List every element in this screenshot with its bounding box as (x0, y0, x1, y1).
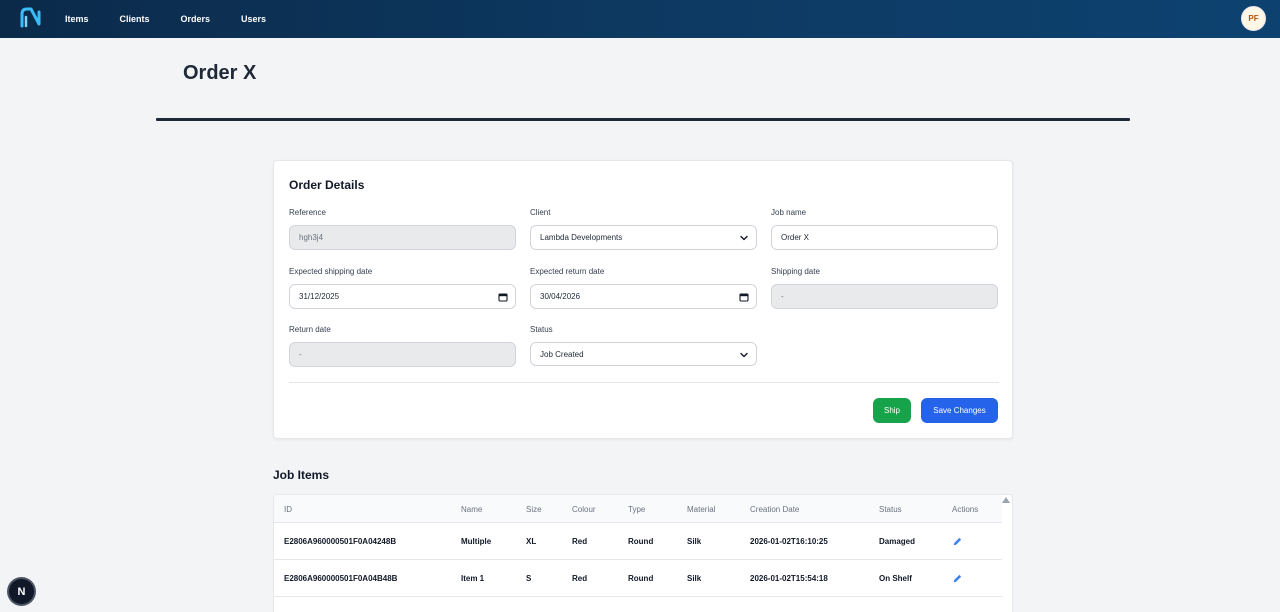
ship-button[interactable]: Ship (873, 398, 911, 423)
table-row[interactable]: E2806A960000501F0A04248B Multiple XL Red… (274, 523, 1002, 560)
client-label: Client (530, 208, 551, 217)
expected-return-date-value: 30/04/2026 (540, 292, 581, 301)
title-divider (156, 118, 1130, 121)
return-date-field: - (289, 342, 516, 367)
expected-shipping-date-label: Expected shipping date (289, 267, 373, 276)
brand-logo-icon[interactable] (19, 6, 43, 30)
expected-return-date-field[interactable]: 30/04/2026 (530, 284, 757, 309)
job-items-title: Job Items (273, 468, 330, 482)
table-row[interactable]: E2806A960000501F0A04B48B Item 1 S Red Ro… (274, 560, 1002, 597)
job-name-field[interactable]: Order X (771, 225, 998, 250)
scroll-up-arrow-icon[interactable] (1002, 497, 1010, 503)
calendar-icon[interactable] (498, 292, 508, 302)
cell-status: Damaged (879, 537, 916, 546)
cell-name: Multiple (461, 537, 492, 546)
column-header-status[interactable]: Status (879, 505, 902, 514)
order-details-card: Order Details Reference hgh3j4 Client La… (273, 160, 1013, 439)
expected-shipping-date-value: 31/12/2025 (299, 292, 340, 301)
nav-links: Items Clients Orders Users (65, 0, 297, 38)
job-items-table: ID Name Size Colour Type Material Creati… (273, 494, 1013, 612)
nav-item-clients[interactable]: Clients (119, 14, 150, 24)
card-divider (289, 382, 999, 383)
reference-field: hgh3j4 (289, 225, 516, 250)
client-value: Lambda Developments (540, 233, 623, 242)
expected-return-date-label: Expected return date (530, 267, 605, 276)
status-value: Job Created (540, 349, 584, 359)
cell-material: Silk (687, 537, 702, 546)
edit-pencil-icon[interactable] (952, 573, 963, 584)
expected-shipping-date-field[interactable]: 31/12/2025 (289, 284, 516, 309)
cell-name: Item 1 (461, 574, 485, 583)
column-header-type[interactable]: Type (628, 505, 646, 514)
save-changes-button[interactable]: Save Changes (921, 398, 998, 423)
cell-creation-date: 2026-01-02T15:54:18 (750, 574, 828, 583)
column-header-colour[interactable]: Colour (572, 505, 596, 514)
cell-size: XL (526, 537, 537, 546)
top-navbar: Items Clients Orders Users PF (0, 0, 1280, 38)
return-date-value: - (299, 350, 302, 359)
column-header-actions: Actions (952, 505, 979, 514)
table-header: ID Name Size Colour Type Material Creati… (274, 495, 1002, 523)
job-name-value: Order X (781, 233, 810, 242)
cell-creation-date: 2026-01-02T16:10:25 (750, 537, 828, 546)
shipping-date-label: Shipping date (771, 267, 820, 276)
column-header-name[interactable]: Name (461, 505, 483, 514)
calendar-icon[interactable] (739, 292, 749, 302)
cell-type: Round (628, 574, 654, 583)
shipping-date-value: - (781, 292, 784, 301)
nav-item-users[interactable]: Users (241, 14, 267, 24)
column-header-material[interactable]: Material (687, 505, 716, 514)
cell-type: Round (628, 537, 654, 546)
status-select[interactable]: Job Created (530, 342, 757, 366)
cell-material: Silk (687, 574, 702, 583)
page-title: Order X (183, 62, 257, 84)
user-avatar[interactable]: PF (1241, 6, 1266, 31)
reference-value: hgh3j4 (299, 233, 324, 242)
client-select[interactable]: Lambda Developments (530, 225, 757, 250)
nav-item-orders[interactable]: Orders (180, 14, 211, 24)
cell-status: On Shelf (879, 574, 912, 583)
shipping-date-field: - (771, 284, 998, 309)
order-details-title: Order Details (289, 178, 365, 192)
column-header-size[interactable]: Size (526, 505, 542, 514)
reference-label: Reference (289, 208, 326, 217)
cell-size: S (526, 574, 532, 583)
dev-tools-badge[interactable]: N (9, 579, 34, 604)
column-header-id[interactable]: ID (284, 505, 292, 514)
cell-id: E2806A960000501F0A04248B (284, 537, 397, 546)
status-label: Status (530, 325, 553, 334)
chevron-down-icon (740, 235, 748, 241)
return-date-label: Return date (289, 325, 331, 334)
cell-colour: Red (572, 537, 588, 546)
chevron-down-icon (740, 352, 748, 358)
table-row-partial[interactable] (274, 597, 1002, 612)
cell-colour: Red (572, 574, 588, 583)
nav-item-items[interactable]: Items (65, 14, 89, 24)
job-name-label: Job name (771, 208, 807, 217)
edit-pencil-icon[interactable] (952, 536, 963, 547)
cell-id: E2806A960000501F0A04B48B (284, 574, 398, 583)
column-header-creation-date[interactable]: Creation Date (750, 505, 800, 514)
